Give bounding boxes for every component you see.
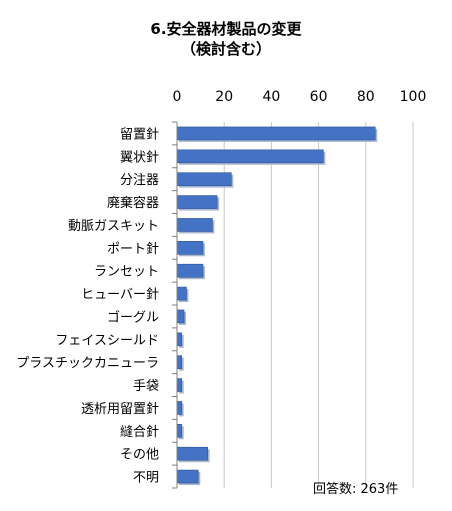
- bar: [176, 195, 218, 209]
- category-label: ゴーグル: [107, 309, 159, 325]
- bar: [176, 309, 185, 324]
- category-label: ランセット: [94, 265, 159, 280]
- x-tick-label: 100: [400, 89, 427, 105]
- bar: [176, 241, 204, 255]
- bar: [176, 126, 376, 141]
- bar: [176, 446, 208, 461]
- bar: [176, 263, 204, 278]
- bar: [176, 332, 183, 347]
- category-label: ヒューバー針: [81, 288, 159, 303]
- category-label: 留置針: [120, 127, 159, 142]
- category-label: 手袋: [133, 379, 159, 394]
- bar: [176, 401, 183, 415]
- bar: [176, 355, 183, 369]
- bar: [176, 172, 232, 186]
- category-label: 分注器: [120, 173, 159, 188]
- category-label: 透析用留置針: [81, 402, 159, 417]
- x-tick-label: 40: [262, 89, 280, 105]
- chart-title: 6.安全器材製品の変更: [150, 20, 302, 38]
- bar: [176, 469, 199, 484]
- bar: [176, 218, 213, 232]
- category-label: ポート針: [107, 242, 159, 257]
- category-label: 動脈ガスキット: [68, 219, 159, 234]
- bar: [176, 424, 183, 438]
- category-label: フェイスシールド: [55, 333, 159, 348]
- category-label: プラスチックカニューラ: [16, 356, 159, 371]
- category-label: 廃棄容器: [107, 195, 159, 211]
- x-tick-label: 60: [310, 89, 328, 105]
- bar: [176, 149, 324, 164]
- x-tick-label: 0: [173, 89, 182, 105]
- category-label: 不明: [133, 471, 159, 486]
- response-count-note: 回答数: 263件: [313, 482, 399, 497]
- bar: [176, 286, 187, 301]
- x-tick-label: 20: [215, 89, 233, 105]
- x-tick-label: 80: [357, 89, 375, 105]
- category-label: その他: [120, 448, 159, 463]
- category-label: 翼状針: [120, 150, 159, 165]
- category-label: 縫合針: [120, 425, 159, 440]
- bar: [176, 378, 183, 392]
- chart-subtitle: （検討含む）: [180, 40, 271, 58]
